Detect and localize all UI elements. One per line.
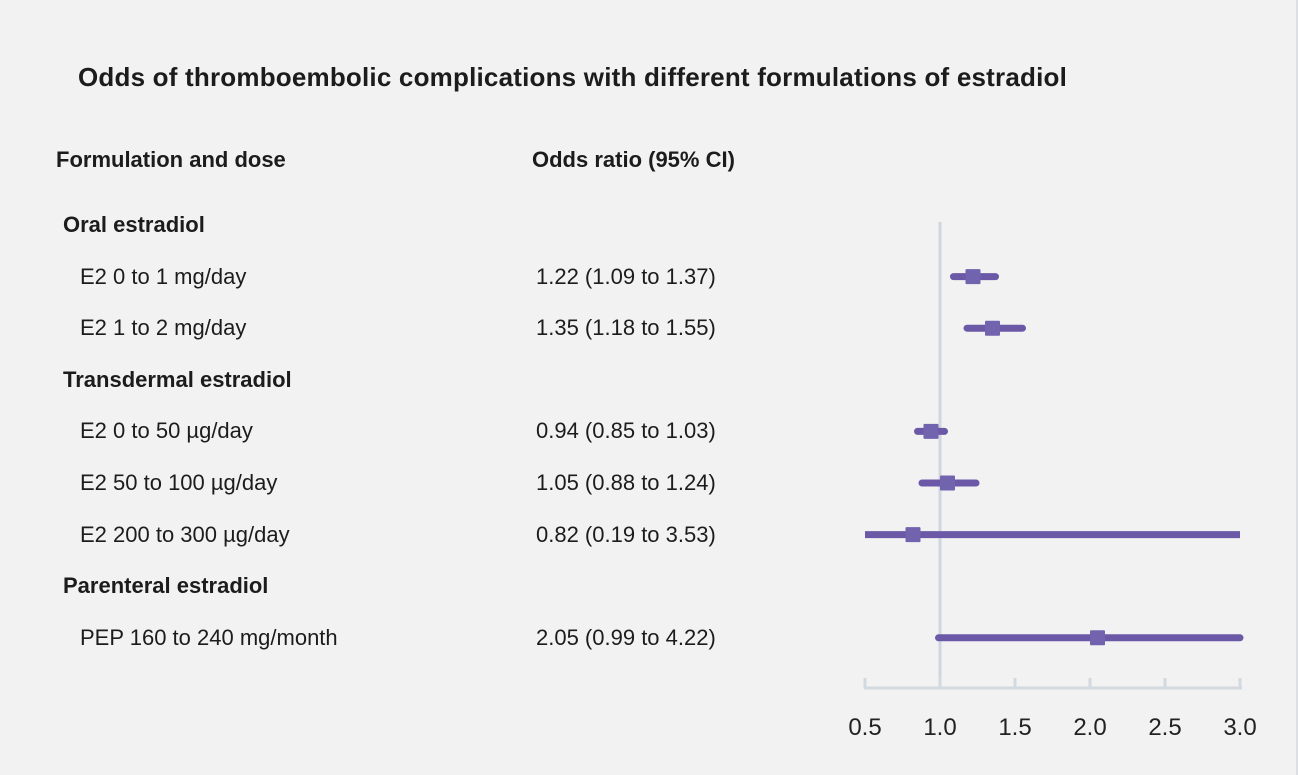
odds-ratio-marker	[1090, 630, 1105, 646]
group-label: Oral estradiol	[63, 212, 205, 237]
x-axis-tick-label: 0.5	[848, 714, 882, 741]
odds-ratio-marker	[940, 475, 955, 491]
row-label: PEP 160 to 240 mg/month	[80, 624, 338, 650]
column-header-formulation: Formulation and dose	[56, 147, 286, 172]
row-odds-ratio-value: 0.82 (0.19 to 3.53)	[536, 521, 716, 547]
row-label: E2 50 to 100 µg/day	[80, 470, 278, 495]
row-odds-ratio-value: 2.05 (0.99 to 4.22)	[536, 624, 716, 650]
row-label: E2 0 to 1 mg/day	[80, 263, 247, 289]
x-axis-tick-label: 1.0	[923, 714, 957, 741]
group-label: Transdermal estradiol	[63, 366, 292, 392]
row-odds-ratio-value: 1.35 (1.18 to 1.55)	[536, 315, 716, 341]
odds-ratio-marker	[923, 423, 939, 439]
group-label: Parenteral estradiol	[63, 573, 269, 599]
column-header-odds-ratio: Odds ratio (95% CI)	[532, 147, 735, 172]
x-axis-tick-label: 2.0	[1073, 714, 1107, 741]
figure-title: Odds of thromboembolic complications wit…	[78, 62, 1068, 92]
odds-ratio-marker	[985, 320, 1000, 336]
odds-ratio-marker	[905, 527, 921, 543]
row-label: E2 1 to 2 mg/day	[80, 315, 247, 341]
x-axis-tick-label: 3.0	[1223, 714, 1257, 741]
row-odds-ratio-value: 0.94 (0.85 to 1.03)	[536, 418, 716, 444]
x-axis-tick-label: 1.5	[998, 714, 1032, 741]
x-axis-tick-label: 2.5	[1148, 714, 1182, 741]
row-label: E2 200 to 300 µg/day	[80, 521, 290, 547]
row-label: E2 0 to 50 µg/day	[80, 418, 253, 444]
row-odds-ratio-value: 1.05 (0.88 to 1.24)	[536, 470, 716, 495]
row-odds-ratio-value: 1.22 (1.09 to 1.37)	[536, 263, 716, 289]
odds-ratio-marker	[965, 269, 981, 285]
